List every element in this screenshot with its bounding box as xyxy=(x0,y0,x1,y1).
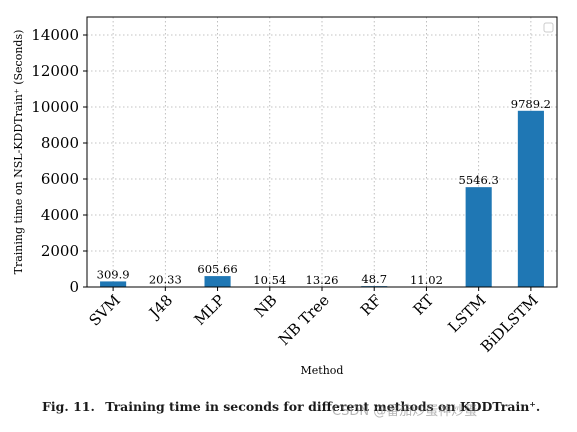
caption-text: Training time in seconds for different m… xyxy=(105,399,541,414)
legend-box[interactable] xyxy=(543,22,554,33)
data-label: 10.54 xyxy=(253,273,286,287)
y-tick-label: 14000 xyxy=(31,26,79,44)
data-labels: 309.9 20.33 605.66 10.54 13.26 48.7 11.02 5546.… xyxy=(97,97,551,287)
y-tick-labels: 0 2000 4000 6000 8000 10000 12000 14000 xyxy=(31,26,87,296)
y-axis-title: Training time on NSL-KDDTrain⁺ (Seconds) xyxy=(12,30,25,275)
y-tick-label: 6000 xyxy=(41,170,79,188)
x-tick-label: J48 xyxy=(144,291,176,323)
y-tick-label: 4000 xyxy=(41,206,79,224)
bar-lstm xyxy=(465,187,492,287)
x-tick-label: BiDLSTM xyxy=(477,291,542,356)
plot-frame xyxy=(86,16,558,288)
bar-bidlstm xyxy=(517,110,544,287)
x-tick-label: NB Tree xyxy=(275,291,333,349)
figure-number: Fig. 11. xyxy=(42,399,95,414)
bars xyxy=(100,110,544,288)
y-tick-label: 0 xyxy=(69,278,79,296)
data-label: 9789.2 xyxy=(511,97,551,111)
y-tick-label: 8000 xyxy=(41,134,79,152)
x-tick-label: LSTM xyxy=(445,291,490,336)
data-label: 11.02 xyxy=(410,273,443,287)
x-tick-label: NB xyxy=(251,291,281,321)
x-tick-label: RF xyxy=(357,291,385,319)
x-tick-label: SVM xyxy=(85,291,124,330)
x-axis-title: Method xyxy=(301,364,344,377)
bar-svm xyxy=(100,281,127,287)
data-label: 309.9 xyxy=(97,267,130,281)
data-label: 5546.3 xyxy=(459,173,499,187)
x-tick-label: MLP xyxy=(191,291,229,329)
data-label: 13.26 xyxy=(306,273,339,287)
y-tick-label: 12000 xyxy=(31,62,79,80)
y-tick-label: 2000 xyxy=(41,242,79,260)
figure-caption: Fig. 11. Training time in seconds for di… xyxy=(42,399,540,414)
data-label: 48.7 xyxy=(361,272,387,286)
watermark: CSDN @番茄炒蛋神炒蛋 xyxy=(332,404,478,419)
y-tick-label: 10000 xyxy=(31,98,79,116)
data-label: 605.66 xyxy=(197,262,237,276)
data-label: 20.33 xyxy=(149,273,182,287)
bar-mlp xyxy=(204,276,231,287)
x-tick-label: RT xyxy=(410,291,438,319)
